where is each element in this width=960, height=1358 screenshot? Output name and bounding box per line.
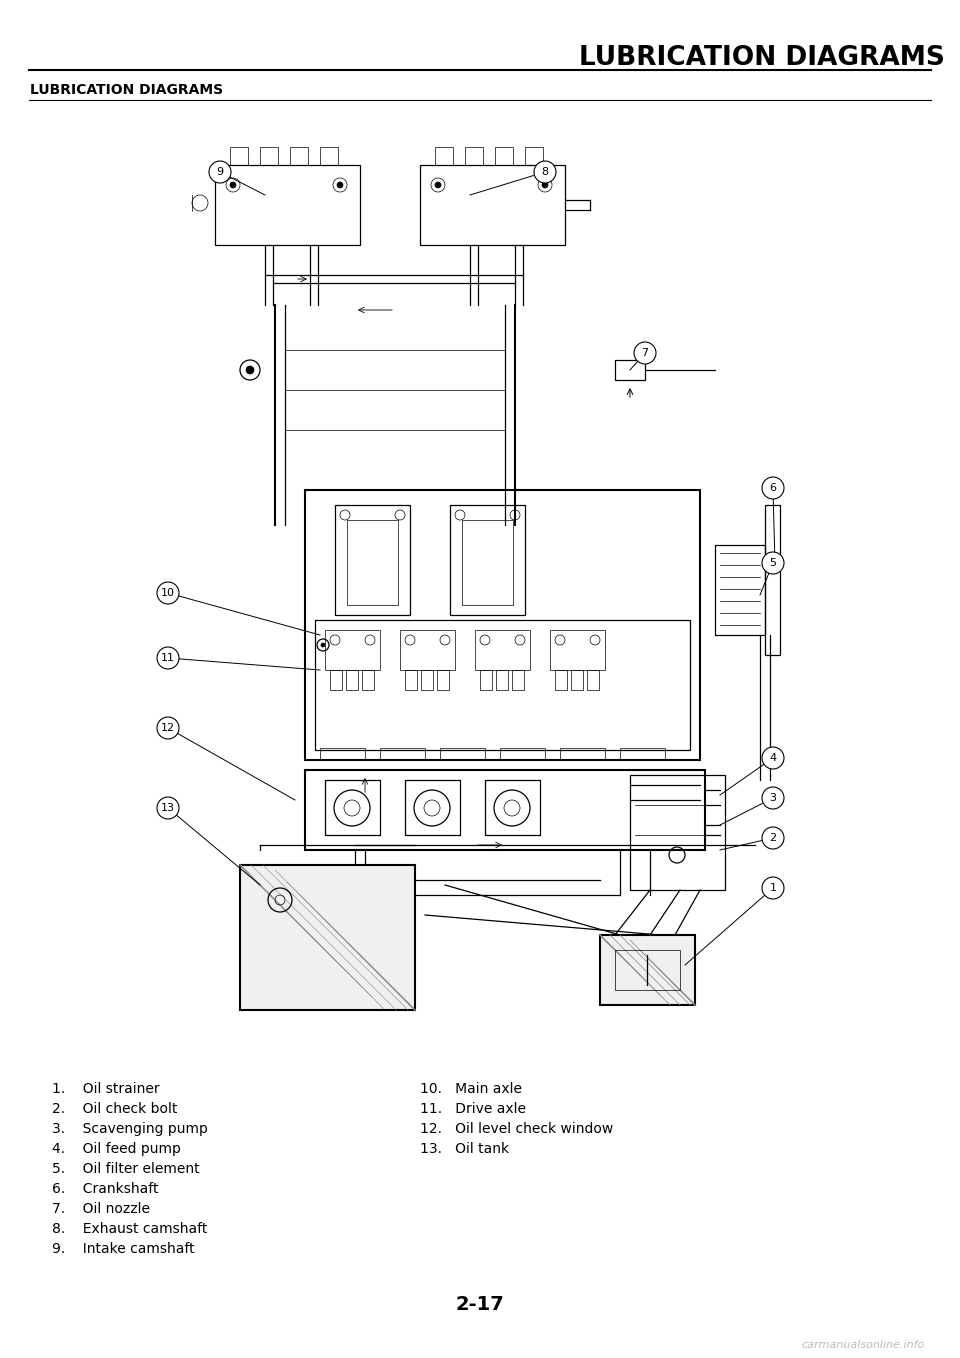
Text: 1: 1: [770, 883, 777, 894]
Text: 3.    Scavenging pump: 3. Scavenging pump: [52, 1122, 208, 1137]
Text: 2: 2: [769, 832, 777, 843]
Text: LUBRICATION DIAGRAMS: LUBRICATION DIAGRAMS: [579, 45, 945, 71]
Text: 12: 12: [161, 722, 175, 733]
Text: 11.   Drive axle: 11. Drive axle: [420, 1101, 526, 1116]
Circle shape: [157, 717, 179, 739]
Text: 3: 3: [770, 793, 777, 803]
Text: 7: 7: [641, 348, 649, 359]
Circle shape: [435, 182, 441, 187]
Text: 10.   Main axle: 10. Main axle: [420, 1082, 522, 1096]
Circle shape: [157, 797, 179, 819]
Text: 9.    Intake camshaft: 9. Intake camshaft: [52, 1243, 195, 1256]
Polygon shape: [600, 936, 695, 1005]
Circle shape: [762, 827, 784, 849]
Circle shape: [246, 367, 254, 373]
Circle shape: [209, 162, 231, 183]
Text: 8: 8: [541, 167, 548, 177]
Circle shape: [157, 646, 179, 669]
Circle shape: [230, 182, 236, 187]
Text: 13: 13: [161, 803, 175, 813]
Circle shape: [762, 551, 784, 574]
Text: 8.    Exhaust camshaft: 8. Exhaust camshaft: [52, 1222, 207, 1236]
Text: 2-17: 2-17: [456, 1296, 504, 1315]
Text: 12.   Oil level check window: 12. Oil level check window: [420, 1122, 613, 1137]
Text: 6: 6: [770, 483, 777, 493]
Circle shape: [762, 788, 784, 809]
Text: 7.    Oil nozzle: 7. Oil nozzle: [52, 1202, 150, 1215]
Text: 10: 10: [161, 588, 175, 598]
Text: 2.    Oil check bolt: 2. Oil check bolt: [52, 1101, 178, 1116]
Circle shape: [762, 477, 784, 498]
Circle shape: [157, 583, 179, 604]
Text: 4: 4: [769, 752, 777, 763]
Circle shape: [321, 642, 325, 646]
Circle shape: [762, 877, 784, 899]
Text: 9: 9: [216, 167, 224, 177]
Circle shape: [542, 182, 548, 187]
Text: 4.    Oil feed pump: 4. Oil feed pump: [52, 1142, 180, 1156]
Text: 5.    Oil filter element: 5. Oil filter element: [52, 1162, 200, 1176]
Text: 5: 5: [770, 558, 777, 568]
Polygon shape: [240, 865, 415, 1010]
Circle shape: [337, 182, 343, 187]
Text: carmanualsonline.info: carmanualsonline.info: [802, 1340, 925, 1350]
Text: 13.   Oil tank: 13. Oil tank: [420, 1142, 509, 1156]
Text: LUBRICATION DIAGRAMS: LUBRICATION DIAGRAMS: [30, 83, 223, 96]
Circle shape: [762, 747, 784, 769]
Text: 6.    Crankshaft: 6. Crankshaft: [52, 1181, 158, 1196]
Circle shape: [634, 342, 656, 364]
Circle shape: [534, 162, 556, 183]
Text: 1.    Oil strainer: 1. Oil strainer: [52, 1082, 159, 1096]
Text: 11: 11: [161, 653, 175, 663]
